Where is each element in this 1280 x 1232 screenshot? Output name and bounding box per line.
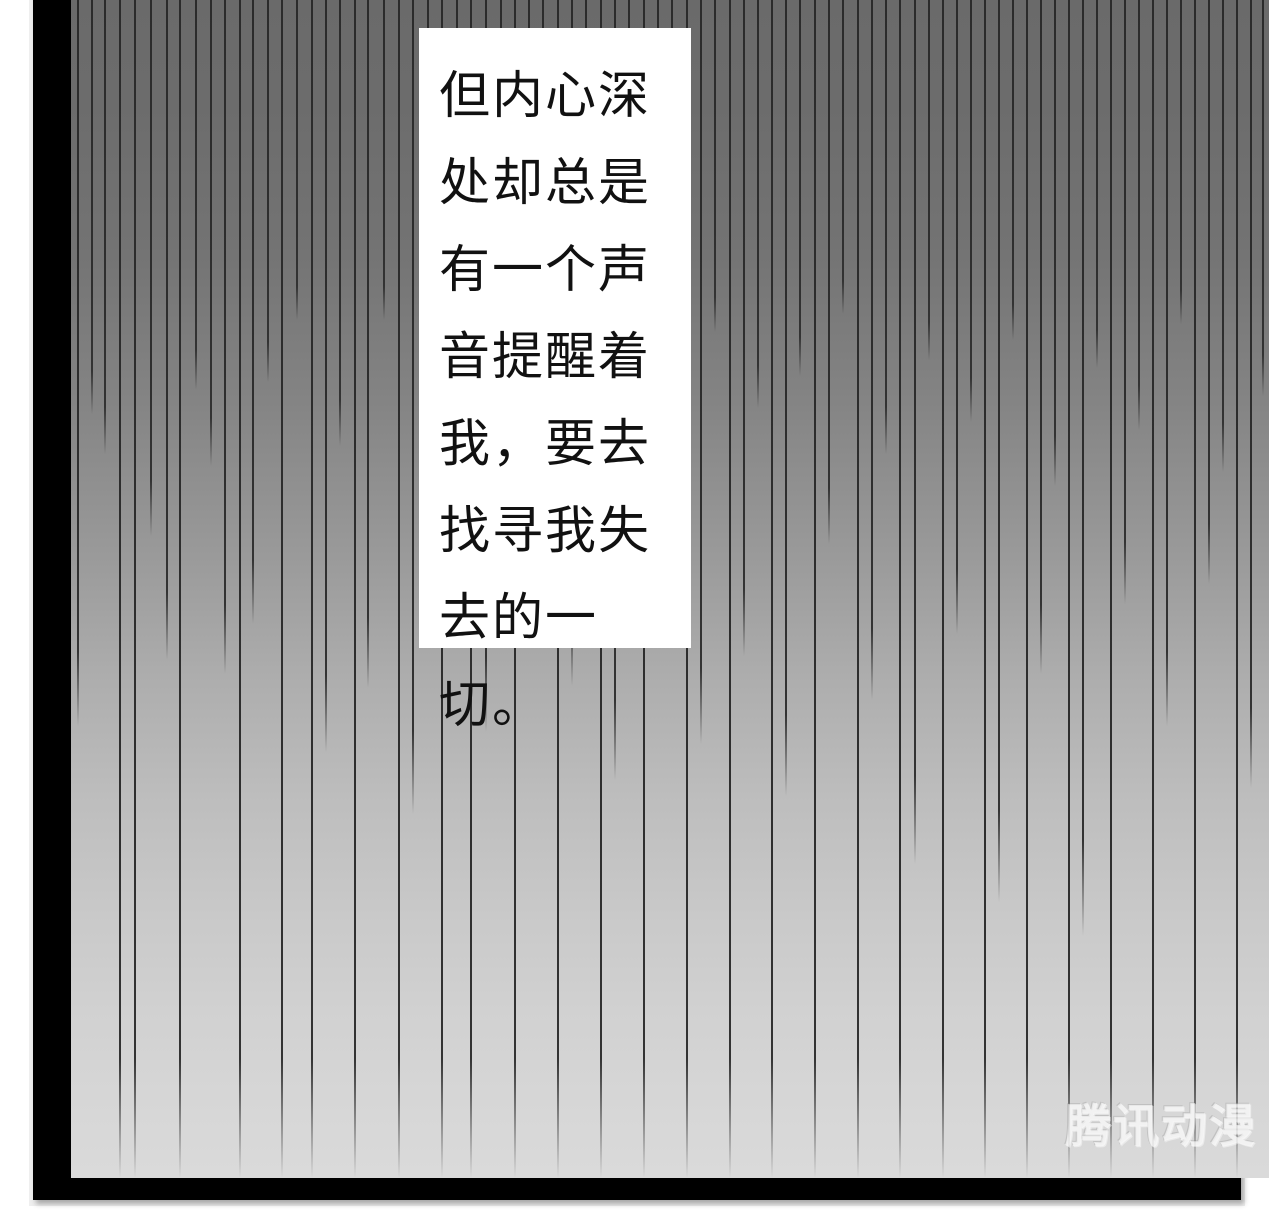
speed-line [77,0,79,726]
speed-line [928,0,930,360]
speed-line [799,0,801,376]
speed-line [1012,0,1014,340]
speed-line [354,0,356,1178]
speed-line [134,0,136,1178]
speed-line [1152,0,1154,1178]
speed-line [224,0,226,674]
speed-line [296,0,298,320]
panel-frame-border: 但内心深 处却总是 有一个声 音提醒着 我，要去 找寻我失 去的一切。 腾讯动漫 [33,0,1269,1200]
speed-line [871,0,873,700]
speed-line [885,0,887,454]
panel-artwork: 但内心深 处却总是 有一个声 音提醒着 我，要去 找寻我失 去的一切。 腾讯动漫 [71,0,1269,1178]
speed-line [239,0,241,1178]
speed-line [1180,0,1182,324]
speed-line [914,0,916,864]
speed-line [1208,0,1210,584]
speed-line [150,0,152,536]
speed-line [785,0,787,796]
speed-line [252,0,254,624]
speed-line [1250,0,1252,788]
speed-line [1124,0,1126,604]
speed-line [842,0,844,314]
speed-line [1262,0,1264,396]
speed-line [984,0,986,1178]
speed-line [119,0,121,1178]
speed-line [325,0,327,752]
speed-line [714,0,716,332]
speed-line [1236,0,1238,1178]
speed-line [210,0,212,466]
speed-line [1222,0,1224,472]
speed-line [1194,0,1196,1178]
speed-line [743,0,745,656]
speed-line [1166,0,1168,726]
speed-line [1110,0,1112,1178]
speed-line [899,0,901,1178]
speed-line [1054,0,1056,486]
narration-box: 但内心深 处却总是 有一个声 音提醒着 我，要去 找寻我失 去的一切。 [419,28,691,734]
speed-line [942,0,944,1178]
speed-line [1068,0,1070,1178]
speed-line [367,0,369,688]
speed-line [700,0,702,744]
speed-line [814,0,816,1178]
speed-line [771,0,773,1178]
speed-line [412,0,414,814]
speed-line [956,0,958,634]
speed-line [281,0,283,1178]
speed-line [267,0,269,382]
speed-line [383,0,385,320]
speed-line [398,0,400,1178]
speed-line [179,0,181,1178]
speed-line [339,0,341,446]
speed-line [311,0,313,1178]
speed-line [828,0,830,544]
speed-line [757,0,759,408]
speed-line [195,0,197,390]
speed-line [970,0,972,422]
tencent-comics-watermark: 腾讯动漫 [1065,1100,1257,1152]
narration-text: 但内心深 处却总是 有一个声 音提醒着 我，要去 找寻我失 去的一切。 [439,69,652,734]
speed-line [1138,0,1140,430]
speed-line [1082,0,1084,936]
speed-line [998,0,1000,902]
speed-line [104,0,106,454]
speed-line [1026,0,1028,1178]
speed-line [857,0,859,1178]
speed-line [729,0,731,1178]
speed-line [166,0,168,660]
speed-line [1040,0,1042,674]
speed-line [1096,0,1098,368]
speed-line [91,0,93,414]
